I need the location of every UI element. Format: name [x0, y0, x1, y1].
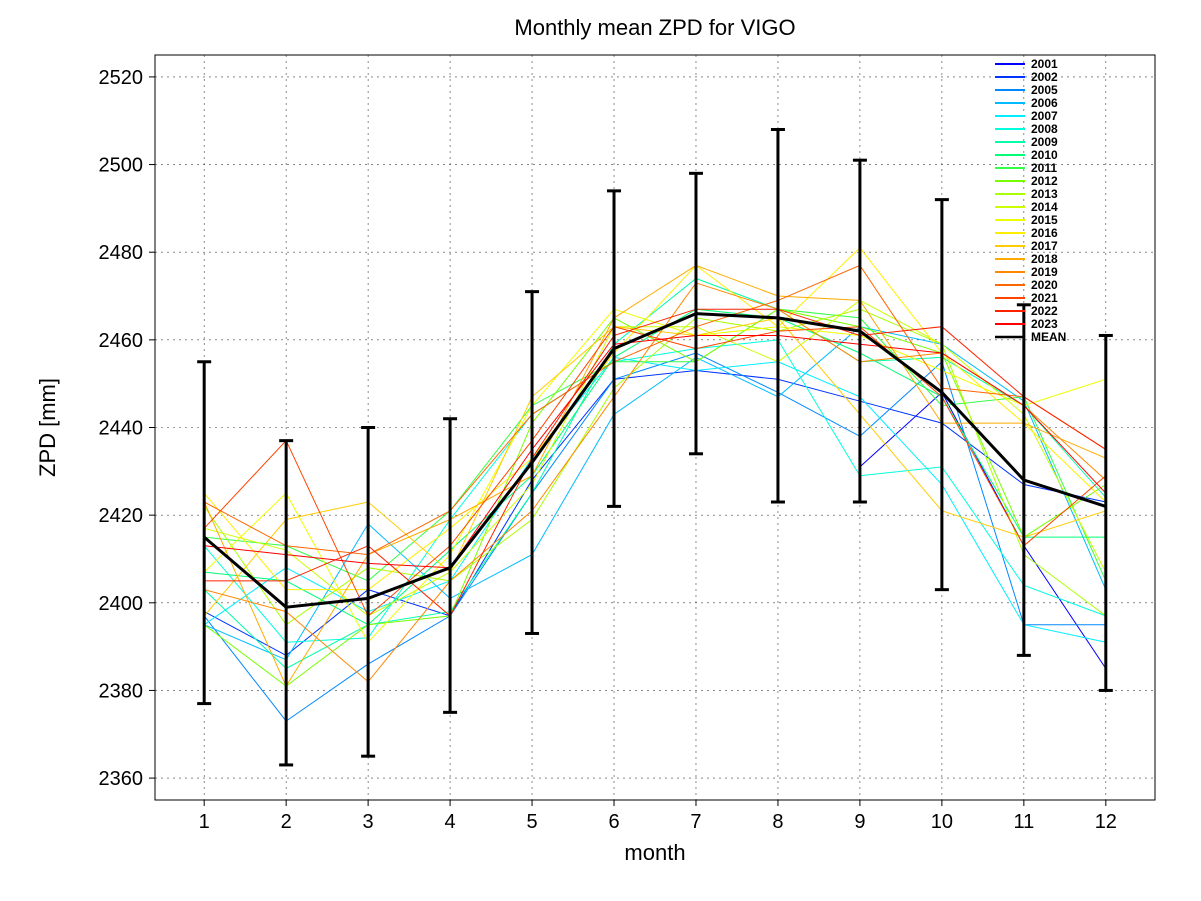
ytick-label: 2360 — [99, 768, 144, 790]
legend-label: 2008 — [1031, 122, 1058, 136]
xtick-label: 5 — [526, 811, 537, 833]
legend-label: MEAN — [1031, 330, 1066, 344]
legend-label: 2010 — [1031, 148, 1058, 162]
chart-container: 1234567891011122360238024002420244024602… — [0, 0, 1201, 901]
xtick-label: 2 — [281, 811, 292, 833]
xtick-label: 8 — [772, 811, 783, 833]
legend-label: 2012 — [1031, 174, 1058, 188]
ytick-label: 2460 — [99, 330, 144, 352]
legend-label: 2007 — [1031, 109, 1058, 123]
legend-label: 2016 — [1031, 226, 1058, 240]
legend-label: 2020 — [1031, 278, 1058, 292]
legend-label: 2022 — [1031, 304, 1058, 318]
ytick-label: 2520 — [99, 67, 144, 89]
xtick-label: 9 — [854, 811, 865, 833]
ytick-label: 2480 — [99, 242, 144, 264]
legend-label: 2002 — [1031, 70, 1058, 84]
legend-label: 2009 — [1031, 135, 1058, 149]
legend-label: 2015 — [1031, 213, 1058, 227]
ytick-label: 2400 — [99, 593, 144, 615]
xtick-label: 11 — [1013, 811, 1034, 833]
y-axis-label: ZPD [mm] — [35, 378, 60, 477]
legend-label: 2011 — [1031, 161, 1057, 175]
legend-label: 2006 — [1031, 96, 1058, 110]
chart-title: Monthly mean ZPD for VIGO — [514, 15, 795, 40]
legend-label: 2001 — [1031, 57, 1058, 71]
xtick-label: 10 — [931, 811, 953, 833]
zpd-chart: 1234567891011122360238024002420244024602… — [0, 0, 1201, 901]
legend-label: 2005 — [1031, 83, 1058, 97]
xtick-label: 1 — [199, 811, 210, 833]
x-axis-label: month — [624, 840, 685, 865]
ytick-label: 2420 — [99, 505, 144, 527]
legend-label: 2014 — [1031, 200, 1058, 214]
xtick-label: 4 — [445, 811, 456, 833]
xtick-label: 12 — [1095, 811, 1117, 833]
xtick-label: 3 — [363, 811, 374, 833]
legend-label: 2021 — [1031, 291, 1058, 305]
legend-label: 2023 — [1031, 317, 1058, 331]
legend-label: 2019 — [1031, 265, 1058, 279]
ytick-label: 2440 — [99, 418, 144, 440]
ytick-label: 2380 — [99, 680, 144, 702]
legend-label: 2013 — [1031, 187, 1058, 201]
legend-label: 2018 — [1031, 252, 1058, 266]
xtick-label: 6 — [608, 811, 619, 833]
legend-label: 2017 — [1031, 239, 1058, 253]
xtick-label: 7 — [690, 811, 701, 833]
ytick-label: 2500 — [99, 155, 144, 177]
